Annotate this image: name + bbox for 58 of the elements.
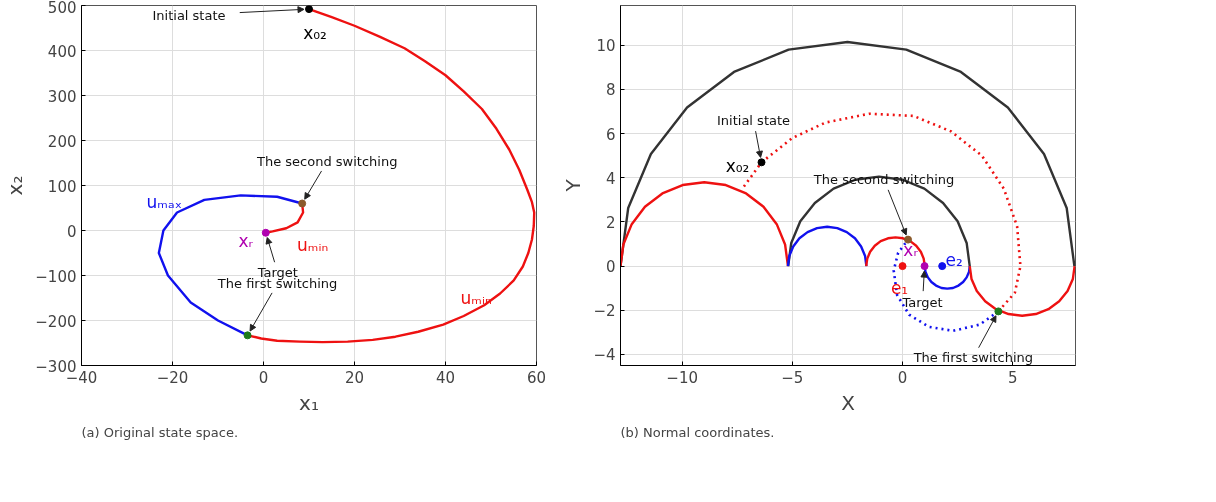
x-tick-label: −20 — [156, 368, 189, 387]
line-series — [620, 180, 790, 268]
text: (b) Normal coordinates. — [620, 424, 775, 440]
x-tick-label: 40 — [435, 368, 456, 387]
point — [898, 262, 907, 271]
x-tick-label: 5 — [1007, 368, 1018, 387]
y-tick-label: 500 — [47, 0, 77, 17]
x-axis-title: X — [841, 390, 856, 415]
line-series — [620, 40, 1076, 268]
point — [757, 158, 766, 167]
point — [298, 199, 307, 208]
point — [243, 331, 252, 340]
line-series — [786, 175, 971, 268]
x-tick-label: −5 — [781, 368, 804, 387]
y-tick-label: 8 — [605, 81, 616, 100]
y-tick-label: −100 — [35, 267, 77, 286]
series-label: uₘᵢₙ — [460, 287, 492, 308]
x-tick-label: 20 — [344, 368, 365, 387]
y-axis-title: x₂ — [3, 175, 28, 196]
x-tick-label: −10 — [666, 368, 699, 387]
y-tick-label: −2 — [593, 302, 616, 321]
series-label: uₘᵢₙ — [297, 235, 329, 256]
y-tick-label: 0 — [605, 258, 616, 277]
line-series — [968, 264, 1076, 318]
point — [305, 5, 313, 14]
point — [261, 228, 270, 237]
x-tick-label: 60 — [526, 368, 547, 387]
annotation: Initial state — [152, 7, 226, 23]
line-series — [786, 225, 868, 268]
y-tick-label: 200 — [47, 132, 77, 151]
series-label: xᵣ — [903, 240, 919, 261]
y-tick-label: −200 — [35, 312, 77, 331]
point — [920, 262, 929, 271]
annotation: The second switching — [255, 154, 398, 169]
x-tick-label: 0 — [258, 368, 269, 387]
y-tick-label: 0 — [66, 222, 77, 241]
series-label: uₘₐₓ — [146, 191, 183, 212]
x-tick-label: 0 — [897, 368, 908, 387]
y-tick-label: 100 — [47, 177, 77, 196]
annotation: The first switching — [912, 349, 1034, 365]
series-label: xᵣ — [238, 230, 254, 251]
series-label: e₂ — [945, 250, 963, 271]
y-tick-label: 400 — [47, 42, 77, 61]
y-tick-label: 10 — [596, 37, 616, 56]
annotation: Initial state — [717, 112, 791, 128]
point — [938, 262, 947, 271]
series-label: x₀₂ — [725, 156, 750, 177]
y-tick-label: −4 — [593, 346, 616, 365]
y-tick-label: 300 — [47, 87, 77, 106]
point — [994, 307, 1003, 316]
y-tick-label: 4 — [605, 169, 616, 188]
series-label: x₀₂ — [303, 23, 327, 44]
text: (a) Original state space. — [81, 424, 239, 440]
y-tick-label: 6 — [605, 125, 616, 144]
y-axis-title: Y — [561, 178, 586, 193]
point — [904, 235, 913, 244]
x-axis-title: x₁ — [299, 390, 319, 415]
y-tick-label: 2 — [605, 213, 616, 232]
